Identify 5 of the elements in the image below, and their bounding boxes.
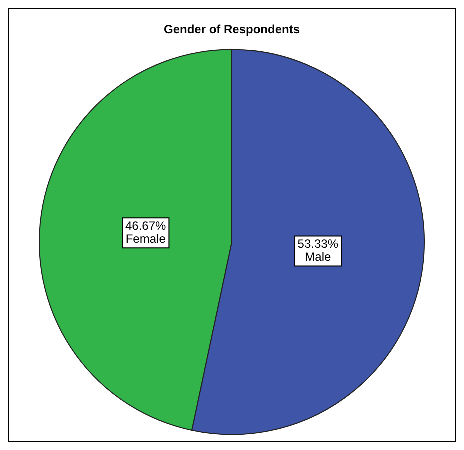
chart-title: Gender of Respondents (164, 22, 300, 37)
data-label: 46.67% (125, 218, 167, 233)
data-label: 53.33% (298, 237, 339, 252)
slice-label: Female (126, 232, 166, 246)
slice-label: Male (305, 250, 332, 264)
